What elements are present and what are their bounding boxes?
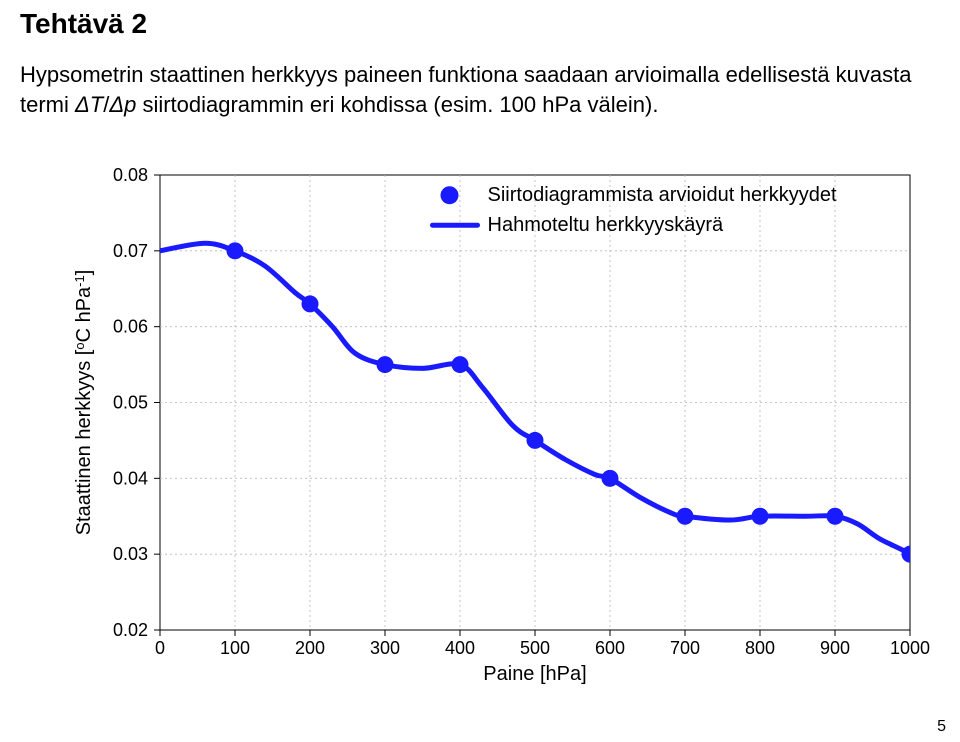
data-marker xyxy=(302,295,319,312)
intro-text: Hypsometrin staattinen herkkyys paineen … xyxy=(20,60,940,119)
ytick-label: 0.05 xyxy=(113,393,148,413)
xtick-label: 100 xyxy=(220,638,250,658)
chart-container: 0 100 200 300 400 500 600 700 800 900 1000 0.02 0.03… xyxy=(60,155,930,715)
xtick-label: 200 xyxy=(295,638,325,658)
data-marker xyxy=(527,432,544,449)
xtick-label: 1000 xyxy=(890,638,930,658)
legend-marker-icon xyxy=(441,186,459,204)
ytick-label: 0.06 xyxy=(113,317,148,337)
page-title: Tehtävä 2 xyxy=(20,8,147,40)
page-number: 5 xyxy=(937,718,946,736)
data-marker xyxy=(602,470,619,487)
xtick-label: 600 xyxy=(595,638,625,658)
intro-term-dp: Δp xyxy=(109,92,136,117)
legend-label: Hahmoteltu herkkyyskäyrä xyxy=(488,214,725,236)
intro-term-dT: ΔT xyxy=(75,92,103,117)
data-marker xyxy=(377,356,394,373)
ytick-label: 0.08 xyxy=(113,165,148,185)
xtick-label: 300 xyxy=(370,638,400,658)
data-marker xyxy=(902,546,919,563)
data-marker xyxy=(452,356,469,373)
xtick-label: 400 xyxy=(445,638,475,658)
y-axis-label: Staattinen herkkyys [oC hPa-1] xyxy=(72,270,95,536)
data-marker xyxy=(677,508,694,525)
ytick-label: 0.03 xyxy=(113,544,148,564)
ytick-label: 0.04 xyxy=(113,468,148,488)
ytick-label: 0.02 xyxy=(113,620,148,640)
xtick-label: 0 xyxy=(155,638,165,658)
xtick-label: 700 xyxy=(670,638,700,658)
intro-p2: siirtodiagrammin eri kohdissa (esim. 100… xyxy=(136,92,658,117)
chart-svg: 0 100 200 300 400 500 600 700 800 900 1000 0.02 0.03… xyxy=(60,155,930,715)
x-axis-label: Paine [hPa] xyxy=(483,663,586,685)
legend-label: Siirtodiagrammista arvioidut herkkyydet xyxy=(488,184,837,206)
data-marker xyxy=(752,508,769,525)
data-marker xyxy=(227,242,244,259)
ytick-label: 0.07 xyxy=(113,241,148,261)
xtick-label: 800 xyxy=(745,638,775,658)
xtick-label: 500 xyxy=(520,638,550,658)
data-marker xyxy=(827,508,844,525)
xtick-label: 900 xyxy=(820,638,850,658)
